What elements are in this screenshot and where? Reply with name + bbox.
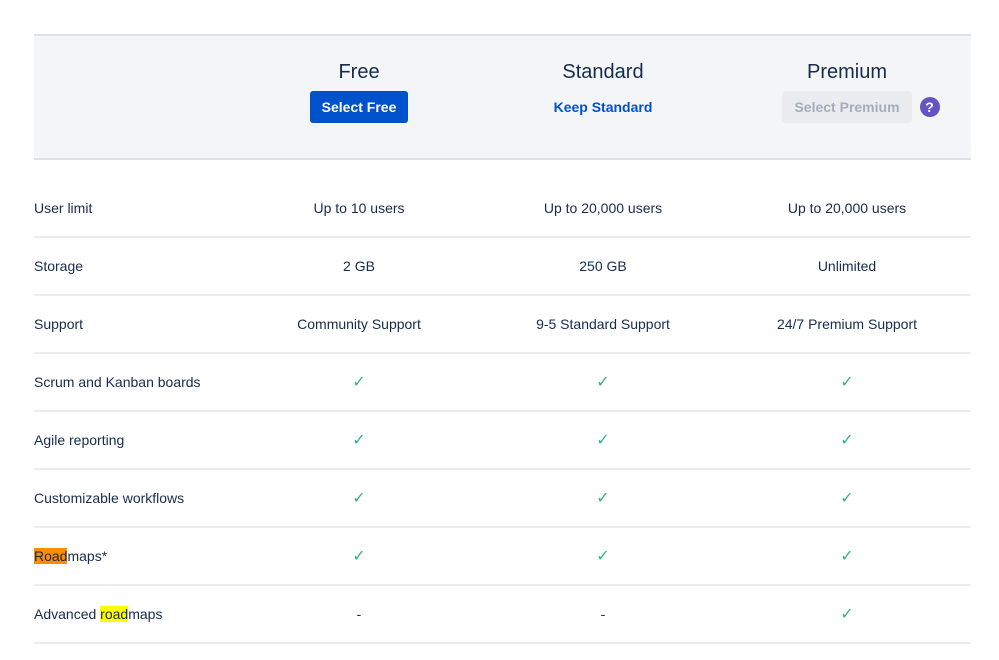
feature-cell: ✓ [481,372,725,392]
table-row: Storage 2 GB 250 GB Unlimited [34,238,971,296]
not-included-dash: - [356,606,362,622]
check-icon: ✓ [840,374,854,391]
check-icon: ✓ [352,374,366,391]
table-row: Support Community Support 9-5 Standard Sup… [34,296,971,354]
label-text: maps [128,606,163,622]
select-free-button[interactable]: Select Free [309,91,409,123]
check-icon: ✓ [352,490,366,507]
feature-cell: 250 GB [481,258,725,274]
feature-cell: Community Support [237,316,481,332]
plan-title: Premium [806,61,887,83]
keep-standard-button[interactable]: Keep Standard [542,91,665,123]
feature-label: Support [34,316,84,332]
plan-standard: Standard Keep Standard [481,36,725,158]
check-icon: ✓ [596,374,610,391]
feature-cell: 9-5 Standard Support [481,316,725,332]
feature-cell: - [481,606,725,622]
plan-title: Free [338,61,380,83]
feature-cell: ✓ [237,488,481,508]
feature-label: Roadmaps* [34,548,237,564]
feature-label: User limit [34,200,93,216]
plan-header: Free Select Free Standard Keep Standard … [34,34,971,160]
check-icon: ✓ [596,490,610,507]
feature-value: 2 GB [343,258,375,274]
feature-cell: ✓ [237,546,481,566]
feature-cell: Unlimited [725,258,969,274]
feature-value: Up to 20,000 users [543,200,663,216]
feature-cell: ✓ [481,488,725,508]
feature-cell: 2 GB [237,258,481,274]
check-icon: ✓ [840,490,854,507]
feature-cell: 24/7 Premium Support [725,316,969,332]
feature-value: 24/7 Premium Support [776,316,918,332]
check-icon: ✓ [596,432,610,449]
feature-label: Agile reporting [34,432,125,448]
feature-label: Advanced roadmaps [34,606,237,622]
feature-cell: ✓ [237,372,481,392]
plan-free: Free Select Free [237,36,481,158]
table-row: User limit Up to 10 users Up to 20,000 use… [34,180,971,238]
not-included-dash: - [600,606,606,622]
feature-rows: User limit Up to 10 users Up to 20,000 use… [34,160,971,644]
check-icon: ✓ [840,606,854,623]
feature-cell: ✓ [481,430,725,450]
table-row: Scrum and Kanban boards ✓ ✓ ✓ [34,354,971,412]
feature-cell: ✓ [481,546,725,566]
plan-title: Standard [562,61,644,83]
plan-comparison-table: Free Select Free Standard Keep Standard … [34,34,971,644]
table-row: Customizable workflows ✓ ✓ ✓ [34,470,971,528]
table-row: Agile reporting ✓ ✓ ✓ [34,412,971,470]
label-text: maps* [67,548,108,564]
feature-cell: Up to 20,000 users [725,200,969,216]
help-icon[interactable]: ? [919,97,940,117]
check-icon: ✓ [352,432,366,449]
table-row: Advanced roadmaps - - ✓ [34,586,971,644]
check-icon: ✓ [596,548,610,565]
feature-value: Up to 20,000 users [787,200,907,216]
feature-value: Up to 10 users [313,200,405,216]
search-highlight: road [100,606,129,622]
plan-premium: Premium Select Premium ? [725,36,969,158]
feature-cell: Up to 10 users [237,200,481,216]
feature-cell: - [237,606,481,622]
feature-value: 250 GB [579,258,627,274]
feature-label: Scrum and Kanban boards [34,374,201,390]
feature-label: Storage [34,258,84,274]
check-icon: ✓ [840,548,854,565]
search-highlight: Road [34,548,68,564]
feature-cell: ✓ [725,604,969,624]
feature-value: Community Support [297,316,421,332]
table-row: Roadmaps* ✓ ✓ ✓ [34,528,971,586]
feature-cell: ✓ [237,430,481,450]
feature-cell: ✓ [725,546,969,566]
feature-value: Unlimited [817,258,877,274]
feature-cell: ✓ [725,430,969,450]
feature-label: Customizable workflows [34,490,185,506]
select-premium-button: Select Premium [782,91,912,123]
label-text: Advanced [34,606,101,622]
check-icon: ✓ [352,548,366,565]
feature-cell: ✓ [725,372,969,392]
feature-value: 9-5 Standard Support [536,316,670,332]
check-icon: ✓ [840,432,854,449]
feature-cell: Up to 20,000 users [481,200,725,216]
feature-cell: ✓ [725,488,969,508]
